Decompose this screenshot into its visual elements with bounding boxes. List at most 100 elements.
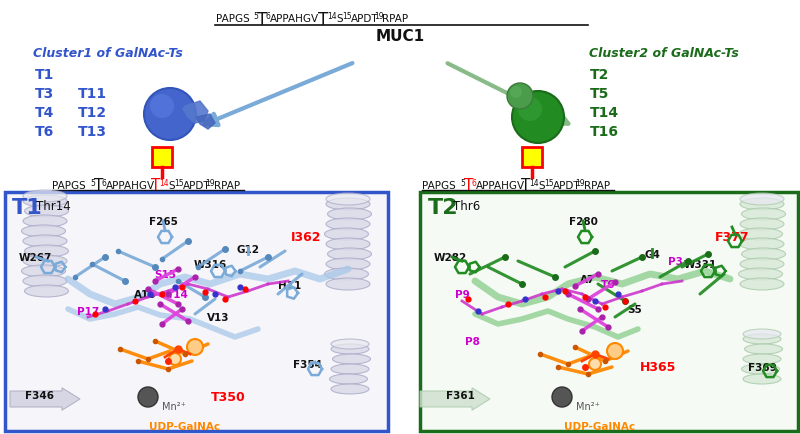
Text: Thr6: Thr6 (453, 200, 480, 213)
Ellipse shape (331, 364, 369, 374)
Text: T3: T3 (35, 87, 54, 101)
Text: Cluster2 of GalNAc-Ts: Cluster2 of GalNAc-Ts (589, 47, 739, 60)
Text: 14: 14 (159, 178, 169, 187)
Circle shape (552, 387, 572, 407)
Text: T16: T16 (590, 125, 619, 139)
Text: F346: F346 (26, 390, 54, 400)
Text: MUC1: MUC1 (375, 29, 425, 44)
Text: T6: T6 (35, 125, 54, 139)
Text: F265: F265 (149, 217, 178, 227)
Ellipse shape (740, 198, 784, 210)
Ellipse shape (326, 218, 370, 230)
Text: T: T (257, 11, 267, 29)
Text: F369: F369 (748, 362, 776, 372)
Text: PAPGS: PAPGS (52, 181, 86, 191)
Polygon shape (196, 115, 215, 130)
Text: S5: S5 (628, 304, 642, 314)
Circle shape (512, 92, 564, 144)
Text: 6: 6 (266, 12, 271, 21)
Ellipse shape (743, 329, 781, 339)
Polygon shape (183, 102, 208, 124)
FancyBboxPatch shape (420, 193, 798, 431)
Text: S: S (538, 181, 545, 191)
Text: F361: F361 (446, 390, 474, 400)
Text: Mn²⁺: Mn²⁺ (576, 401, 600, 411)
Circle shape (144, 89, 196, 141)
Ellipse shape (22, 226, 66, 237)
Text: Cluster1 of GalNAc-Ts: Cluster1 of GalNAc-Ts (33, 47, 183, 60)
Text: P17: P17 (77, 306, 99, 316)
Ellipse shape (743, 334, 781, 344)
Text: T6: T6 (601, 279, 615, 289)
Text: 5: 5 (253, 12, 258, 21)
Ellipse shape (326, 278, 370, 290)
Text: 19: 19 (575, 178, 585, 187)
Text: UDP-GalNAc: UDP-GalNAc (150, 421, 221, 431)
Text: T: T (151, 178, 160, 193)
Ellipse shape (738, 268, 782, 280)
Ellipse shape (325, 268, 369, 280)
Text: APPAHGV: APPAHGV (270, 14, 319, 24)
Ellipse shape (742, 248, 786, 260)
Circle shape (187, 339, 203, 355)
Ellipse shape (331, 344, 369, 354)
Ellipse shape (742, 364, 779, 374)
Text: T: T (318, 11, 328, 29)
Ellipse shape (740, 194, 784, 206)
Text: T350: T350 (210, 391, 246, 404)
Text: P9: P9 (454, 289, 470, 299)
Ellipse shape (23, 191, 67, 203)
Circle shape (518, 98, 542, 122)
Text: A7: A7 (580, 274, 596, 284)
Text: P8: P8 (465, 336, 479, 346)
Ellipse shape (740, 258, 784, 270)
Ellipse shape (325, 228, 369, 240)
Text: RPAP: RPAP (382, 14, 408, 24)
Ellipse shape (745, 344, 782, 354)
Text: APPAHGV: APPAHGV (476, 181, 525, 191)
Text: S: S (168, 181, 174, 191)
Text: 5: 5 (460, 178, 465, 187)
Ellipse shape (25, 206, 69, 217)
Ellipse shape (326, 238, 370, 250)
Text: APDT: APDT (553, 181, 581, 191)
Ellipse shape (740, 238, 784, 250)
Ellipse shape (23, 236, 67, 247)
Text: Mn²⁺: Mn²⁺ (162, 401, 186, 411)
Ellipse shape (327, 248, 371, 260)
Ellipse shape (331, 339, 369, 349)
Text: T14: T14 (590, 106, 619, 120)
Text: Thr14: Thr14 (36, 200, 70, 213)
Ellipse shape (25, 285, 69, 297)
Ellipse shape (23, 275, 67, 287)
Text: P3: P3 (667, 256, 682, 266)
Text: 6: 6 (472, 178, 477, 187)
Text: T13: T13 (78, 125, 107, 139)
Circle shape (510, 87, 522, 99)
Ellipse shape (23, 196, 67, 207)
Text: T: T (94, 178, 103, 193)
Text: PAPGS: PAPGS (216, 14, 250, 24)
Text: W267: W267 (18, 253, 52, 263)
Text: APDT: APDT (183, 181, 210, 191)
Text: V13: V13 (206, 312, 230, 322)
Text: I362: I362 (290, 231, 322, 244)
FancyArrow shape (420, 388, 490, 410)
Ellipse shape (330, 374, 367, 384)
Ellipse shape (740, 218, 784, 230)
Text: W331: W331 (683, 260, 717, 270)
Text: W316: W316 (194, 260, 226, 270)
Ellipse shape (740, 278, 784, 290)
Text: 5: 5 (90, 178, 95, 187)
Text: T5: T5 (590, 87, 610, 101)
Bar (152, 148, 172, 168)
Text: UDP-GalNAc: UDP-GalNAc (565, 421, 635, 431)
Text: F354: F354 (294, 359, 322, 369)
Text: G12: G12 (237, 244, 259, 254)
Text: 15: 15 (342, 12, 352, 21)
Text: 14: 14 (529, 178, 538, 187)
Circle shape (507, 84, 533, 110)
Text: T2: T2 (428, 197, 458, 217)
Ellipse shape (23, 216, 67, 227)
Circle shape (589, 358, 601, 370)
